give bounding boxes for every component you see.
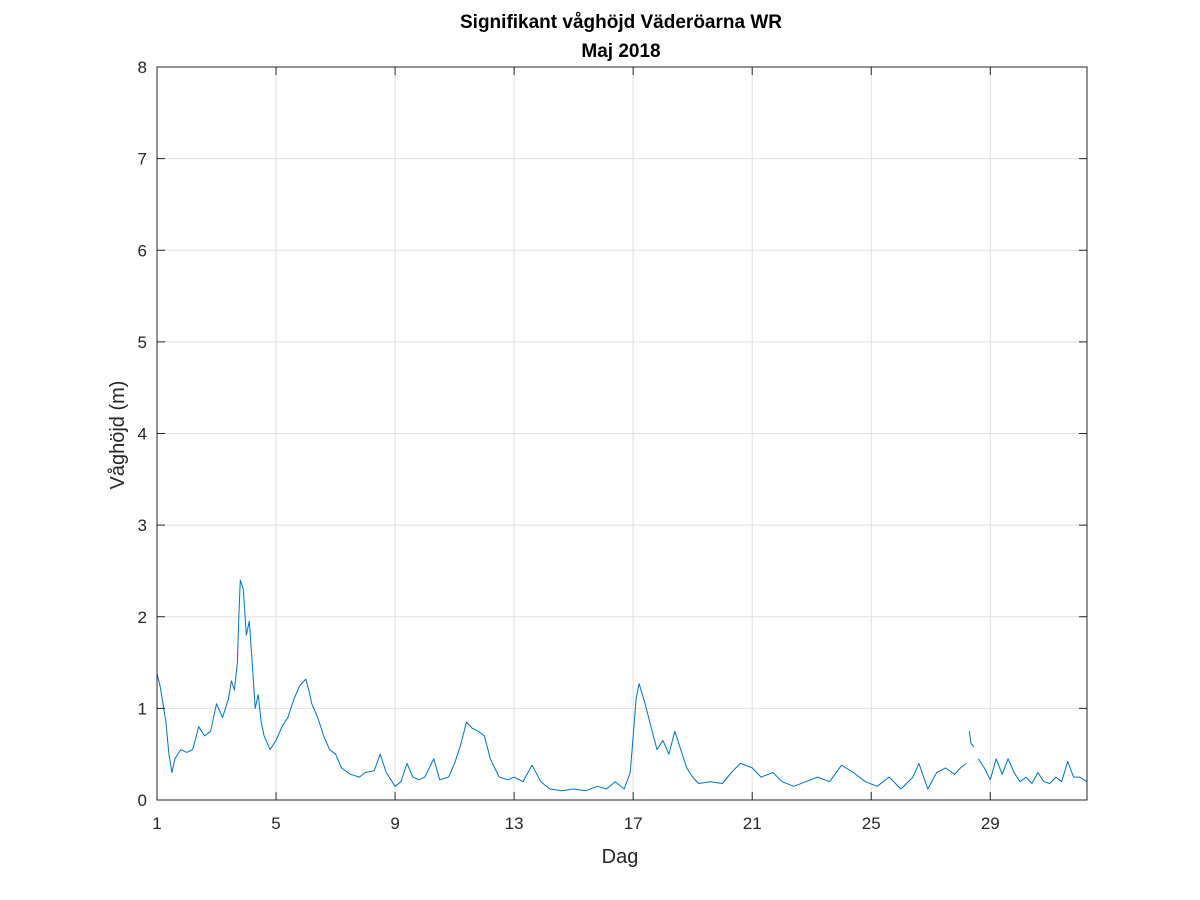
y-tick-label: 5 [138, 333, 147, 352]
wave-height-line [968, 731, 975, 748]
y-tick-label: 8 [138, 58, 147, 77]
data-series [156, 579, 1088, 792]
y-axis-label: Våghöjd (m) [107, 381, 129, 490]
chart-title: Signifikant våghöjd Väderöarna WR [460, 12, 782, 33]
x-tick-label: 5 [271, 814, 280, 833]
y-tick-label: 7 [138, 150, 147, 169]
chart-subtitle: Maj 2018 [581, 41, 660, 62]
x-tick-label: 9 [390, 814, 399, 833]
x-tick-label: 21 [743, 814, 762, 833]
y-tick-label: 4 [138, 425, 147, 444]
x-tick-label: 13 [505, 814, 524, 833]
wave-height-line [156, 579, 967, 792]
y-tick-label: 0 [138, 791, 147, 810]
x-tick-label: 1 [152, 814, 161, 833]
x-tick-label: 25 [862, 814, 881, 833]
y-tick-label: 6 [138, 241, 147, 260]
y-tick-label: 2 [138, 608, 147, 627]
y-tick-label: 3 [138, 516, 147, 535]
x-axis-label: Dag [602, 846, 639, 868]
x-tick-label: 29 [981, 814, 1000, 833]
x-tick-label: 17 [624, 814, 643, 833]
y-tick-label: 1 [138, 699, 147, 718]
wave-height-line [977, 758, 1088, 784]
